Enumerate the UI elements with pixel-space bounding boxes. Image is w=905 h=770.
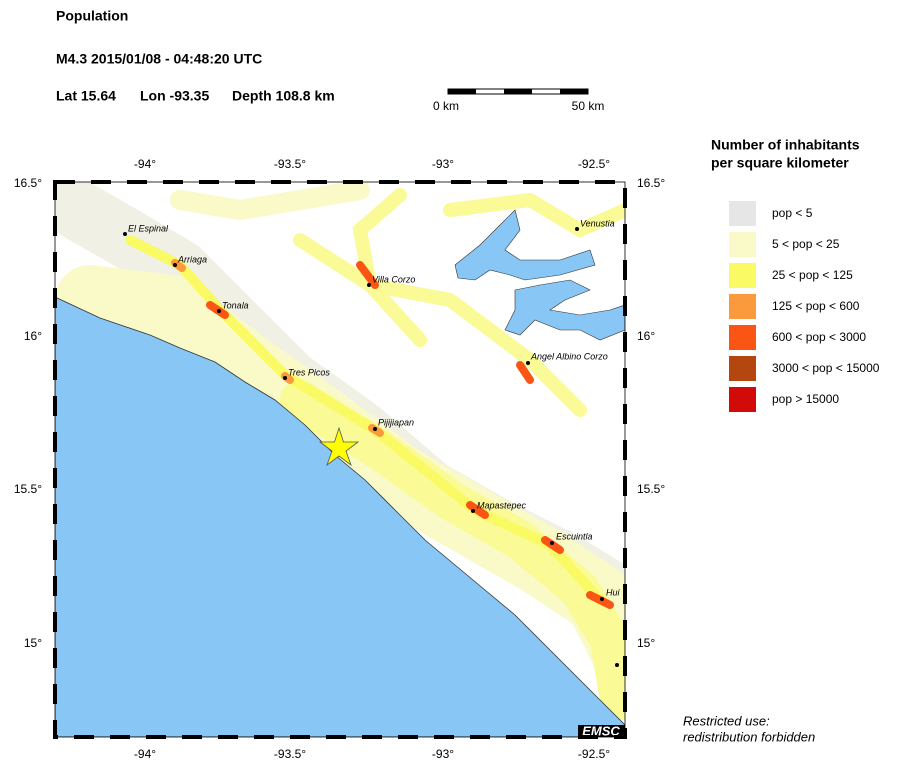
city-label: Venustia — [580, 218, 615, 228]
legend-swatch — [729, 232, 756, 257]
city-label: Tres Picos — [288, 367, 330, 377]
lat-label: 16° — [637, 329, 655, 343]
footer: Restricted use: — [683, 713, 770, 728]
city-label: Hui — [606, 587, 621, 597]
legend-label: 600 < pop < 3000 — [772, 330, 866, 344]
lat-label: 15.5° — [637, 482, 665, 496]
lat-label: 16.5° — [637, 176, 665, 190]
legend-label: pop < 5 — [772, 206, 813, 220]
legend: pop < 5 5 < pop < 25 25 < pop < 125 125 < p… — [729, 201, 880, 412]
legend-label: 5 < pop < 25 — [772, 237, 840, 251]
latitude: Lat 15.64 — [56, 88, 116, 104]
lon-label: -94° — [134, 157, 156, 171]
lon-label: -93.5° — [274, 747, 306, 761]
depth: Depth 108.8 km — [232, 88, 335, 104]
city-label: Pijijiapan — [378, 417, 414, 427]
longitude: Lon -93.35 — [140, 88, 209, 104]
legend-label: 3000 < pop < 15000 — [772, 361, 880, 375]
lat-label: 16° — [24, 329, 42, 343]
cities — [123, 227, 619, 667]
city-label: Angel Albino Corzo — [530, 351, 608, 361]
scale-end: 50 km — [572, 99, 605, 113]
city-label: Mapastepec — [477, 500, 527, 510]
lon-label: -94° — [134, 747, 156, 761]
city-label: El Espinal — [128, 223, 169, 233]
lat-label: 15.5° — [14, 482, 42, 496]
city-label: Villa Corzo — [372, 274, 415, 284]
lat-label: 16.5° — [14, 176, 42, 190]
legend-swatch — [729, 325, 756, 350]
scale-start: 0 km — [433, 99, 459, 113]
coordinate-labels: -94° -94° -93.5° -93.5° -93° -93° -92.5° -92.5°… — [14, 157, 666, 761]
city-labels: El Espinal Arriaga Tonala Villa Corzo Venust… — [128, 218, 621, 597]
lon-label: -92.5° — [578, 747, 610, 761]
city-label: Escuintla — [556, 531, 593, 541]
lake — [504, 279, 625, 341]
epicenter — [318, 426, 360, 467]
city-label: Tonala — [222, 300, 249, 310]
legend-swatch — [729, 294, 756, 319]
lon-label: -92.5° — [578, 157, 610, 171]
title: Population — [56, 8, 128, 24]
lon-label: -93° — [432, 157, 454, 171]
footer: redistribution forbidden — [683, 729, 815, 744]
legend-label: pop > 15000 — [772, 392, 839, 406]
city-label: Arriaga — [177, 254, 207, 264]
map: El Espinal Arriaga Tonala Villa Corzo Venust… — [55, 182, 625, 738]
legend-swatch — [729, 201, 756, 226]
event: M4.3 2015/01/08 - 04:48:20 UTC — [56, 51, 262, 67]
legend-title: per square kilometer — [711, 155, 849, 171]
frame-edge — [54, 181, 626, 738]
lake — [454, 209, 596, 281]
lon-label: -93° — [432, 747, 454, 761]
scale-bar: 0 km 50 km — [433, 88, 605, 113]
legend-label: 125 < pop < 600 — [772, 299, 860, 313]
logo: EMSC — [582, 723, 620, 738]
legend-swatch — [729, 263, 756, 288]
legend-swatch — [729, 356, 756, 381]
lat-label: 15° — [24, 636, 42, 650]
ocean — [55, 296, 625, 737]
legend-label: 25 < pop < 125 — [772, 268, 853, 282]
lon-label: -93.5° — [274, 157, 306, 171]
legend-swatch — [729, 387, 756, 412]
lat-label: 15° — [637, 636, 655, 650]
legend-title: Number of inhabitants — [711, 137, 860, 153]
